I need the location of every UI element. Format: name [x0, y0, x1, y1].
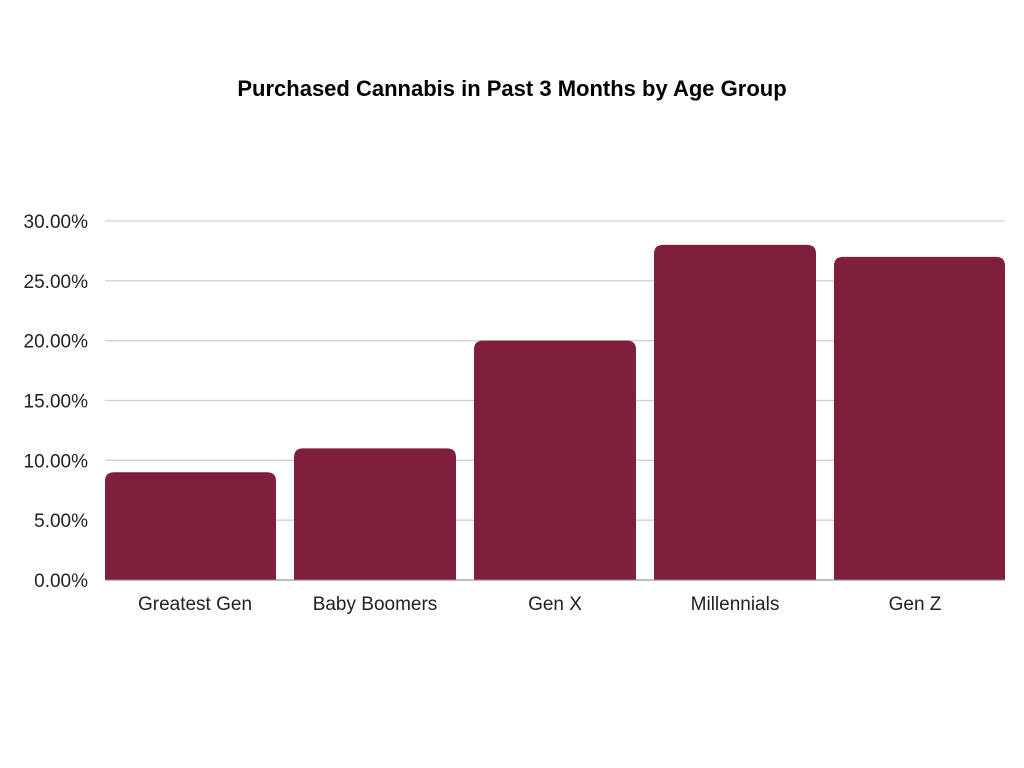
x-category-label: Baby Boomers — [313, 594, 438, 615]
y-tick-label: 25.00% — [24, 272, 89, 293]
bar — [105, 472, 276, 580]
y-tick-label: 0.00% — [34, 571, 88, 592]
y-tick-label: 30.00% — [24, 212, 89, 233]
bar — [294, 448, 456, 580]
y-tick-label: 15.00% — [24, 392, 89, 413]
y-tick-label: 20.00% — [24, 332, 89, 353]
chart-title: Purchased Cannabis in Past 3 Months by A… — [237, 76, 787, 101]
x-category-label: Greatest Gen — [138, 594, 252, 615]
y-tick-label: 5.00% — [34, 511, 88, 532]
x-category-label: Gen Z — [889, 594, 942, 615]
bar — [834, 256, 1005, 580]
bar — [654, 244, 816, 580]
x-category-label: Gen X — [528, 594, 582, 615]
bar — [474, 340, 636, 580]
x-category-label: Millennials — [691, 594, 780, 615]
y-tick-label: 10.00% — [24, 451, 89, 472]
